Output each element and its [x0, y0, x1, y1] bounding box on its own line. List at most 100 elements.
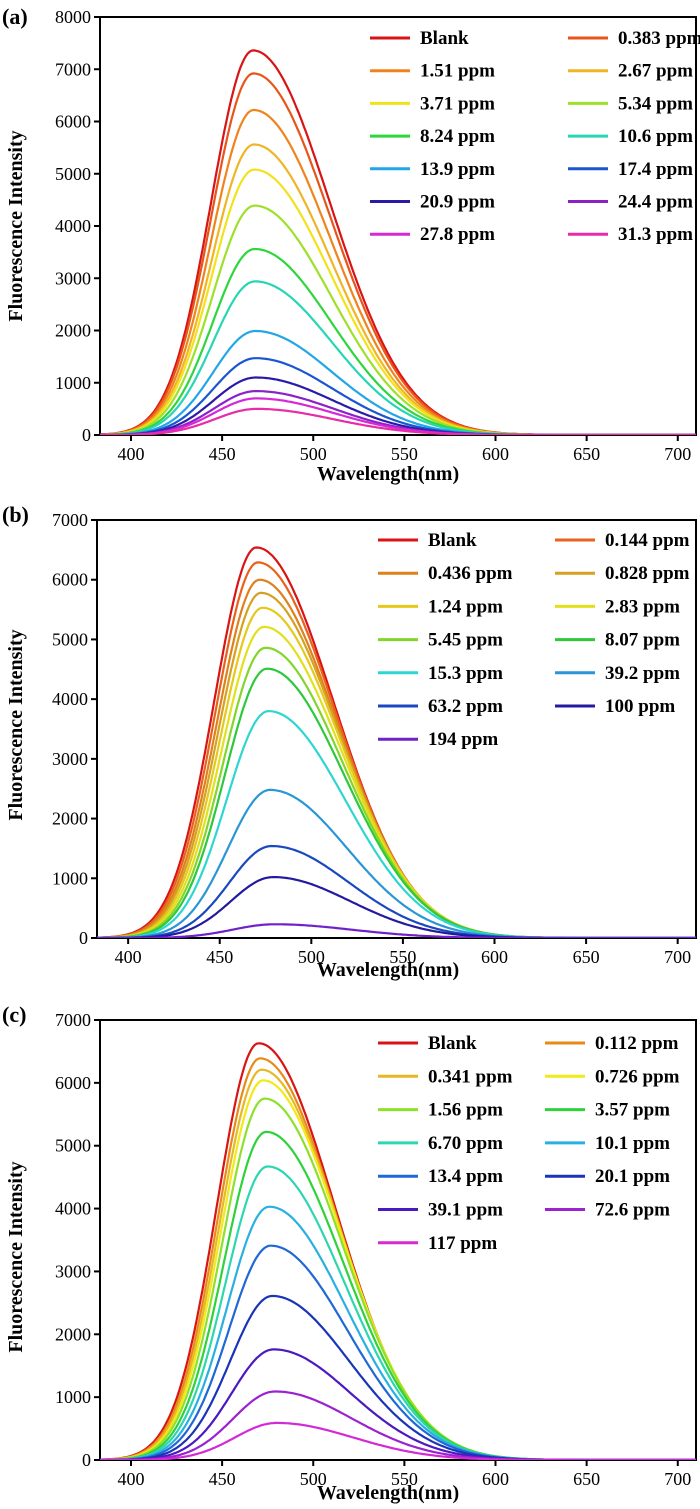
series-line — [100, 397, 696, 435]
y-tick-label: 7000 — [55, 59, 91, 79]
legend-label: 194 ppm — [428, 729, 498, 750]
legend-label: Blank — [428, 1033, 477, 1054]
x-tick-label: 650 — [573, 947, 600, 967]
x-axis-title: Wavelength(nm) — [317, 1482, 459, 1504]
legend-label: 72.6 ppm — [595, 1200, 670, 1221]
legend-label: 0.112 ppm — [595, 1033, 679, 1054]
legend-label: 63.2 ppm — [428, 696, 503, 717]
x-tick-label: 550 — [391, 444, 418, 464]
y-tick-label: 4000 — [52, 689, 88, 709]
legend-label: 15.3 ppm — [428, 663, 503, 684]
legend-label: 39.1 ppm — [428, 1200, 503, 1221]
series-line — [100, 204, 696, 435]
y-tick-label: 1000 — [52, 868, 88, 888]
legend-label: 0.144 ppm — [605, 530, 690, 551]
y-tick-label: 7000 — [52, 510, 88, 530]
series-line — [100, 168, 696, 435]
panel-b: (b) Fluorescence Intensity Wavelength(nm… — [2, 502, 697, 981]
series-line — [100, 376, 696, 435]
legend-label: 5.45 ppm — [428, 630, 503, 651]
legend-label: 39.2 ppm — [605, 663, 680, 684]
y-tick-label: 3000 — [55, 268, 91, 288]
x-tick-label: 500 — [300, 444, 327, 464]
legend-label: 3.57 ppm — [595, 1100, 670, 1121]
series-line — [100, 1348, 696, 1460]
legend-label: 2.83 ppm — [605, 596, 680, 617]
y-tick-label: 0 — [82, 1450, 91, 1470]
panel-a: (a) Fluorescence Intensity Wavelength(nm… — [2, 4, 700, 485]
legend-label: 27.8 ppm — [420, 224, 495, 245]
series-line — [100, 407, 696, 435]
x-tick-label: 400 — [115, 947, 142, 967]
x-tick-label: 400 — [117, 444, 144, 464]
series-line — [100, 108, 696, 435]
series-line — [100, 1165, 696, 1460]
y-tick-label: 2000 — [52, 809, 88, 829]
legend-label: 8.07 ppm — [605, 630, 680, 651]
series-line — [100, 1097, 696, 1460]
legend: Blank 0.383 ppm 1.51 ppm 2.67 ppm 3.71 ppm 5.… — [370, 28, 700, 245]
series-line — [97, 646, 696, 938]
y-tick-label: 3000 — [52, 749, 88, 769]
y-tick-label: 6000 — [52, 570, 88, 590]
series-line — [97, 788, 696, 938]
y-axis-title: Fluorescence Intensity — [5, 130, 27, 321]
x-tick-label: 600 — [482, 1469, 509, 1489]
x-tick-label: 600 — [482, 444, 509, 464]
legend-label: 20.1 ppm — [595, 1166, 670, 1187]
y-tick-label: 0 — [79, 928, 88, 948]
x-tick-label: 450 — [206, 947, 233, 967]
x-tick-label: 500 — [298, 947, 325, 967]
series-line — [100, 1244, 696, 1460]
panel-letter: (b) — [2, 502, 29, 527]
series-group — [100, 1042, 696, 1460]
plot-frame — [96, 519, 697, 939]
series-line — [100, 1421, 696, 1460]
y-tick-label: 5000 — [55, 164, 91, 184]
legend-label: 1.51 ppm — [420, 61, 495, 82]
x-tick-label: 650 — [573, 1469, 600, 1489]
series-line — [100, 1205, 696, 1460]
series-line — [100, 1294, 696, 1460]
legend-label: Blank — [420, 28, 469, 49]
legend-label: 0.436 ppm — [428, 563, 513, 584]
legend-label: 0.383 ppm — [618, 28, 700, 49]
series-group — [97, 546, 696, 938]
x-tick-label: 650 — [573, 444, 600, 464]
y-tick-label: 5000 — [55, 1136, 91, 1156]
panel-c: (c) Fluorescence Intensity Wavelength(nm… — [2, 1002, 697, 1504]
panel-letter: (c) — [2, 1002, 26, 1027]
legend: Blank 0.112 ppm 0.341 ppm 0.726 ppm 1.56 ppm… — [378, 1033, 680, 1254]
y-axis-title: Fluorescence Intensity — [5, 629, 27, 820]
x-tick-label: 700 — [664, 1469, 691, 1489]
series-group — [100, 49, 696, 435]
y-tick-label: 7000 — [55, 1010, 91, 1030]
legend-label: 31.3 ppm — [618, 224, 693, 245]
legend-label: 1.56 ppm — [428, 1100, 503, 1121]
y-tick-label: 4000 — [55, 216, 91, 236]
series-line — [97, 667, 696, 938]
x-tick-label: 700 — [664, 947, 691, 967]
legend-label: 3.71 ppm — [420, 93, 495, 114]
legend-label: 0.341 ppm — [428, 1066, 513, 1087]
series-line — [97, 876, 696, 938]
series-line — [97, 625, 696, 938]
legend-label: 24.4 ppm — [618, 192, 693, 213]
y-tick-label: 4000 — [55, 1199, 91, 1219]
y-tick-label: 2000 — [55, 1324, 91, 1344]
x-tick-label: 700 — [664, 444, 691, 464]
series-line — [100, 247, 696, 435]
legend-label: 20.9 ppm — [420, 192, 495, 213]
series-line — [97, 844, 696, 938]
series-line — [97, 923, 696, 938]
series-line — [97, 709, 696, 938]
plot-frame — [99, 1019, 697, 1461]
y-tick-label: 1000 — [55, 373, 91, 393]
legend-label: 2.67 ppm — [618, 61, 693, 82]
series-line — [100, 143, 696, 435]
x-tick-label: 450 — [209, 444, 236, 464]
panel-letter: (a) — [2, 4, 28, 29]
y-tick-label: 6000 — [55, 1073, 91, 1093]
series-line — [100, 280, 696, 435]
